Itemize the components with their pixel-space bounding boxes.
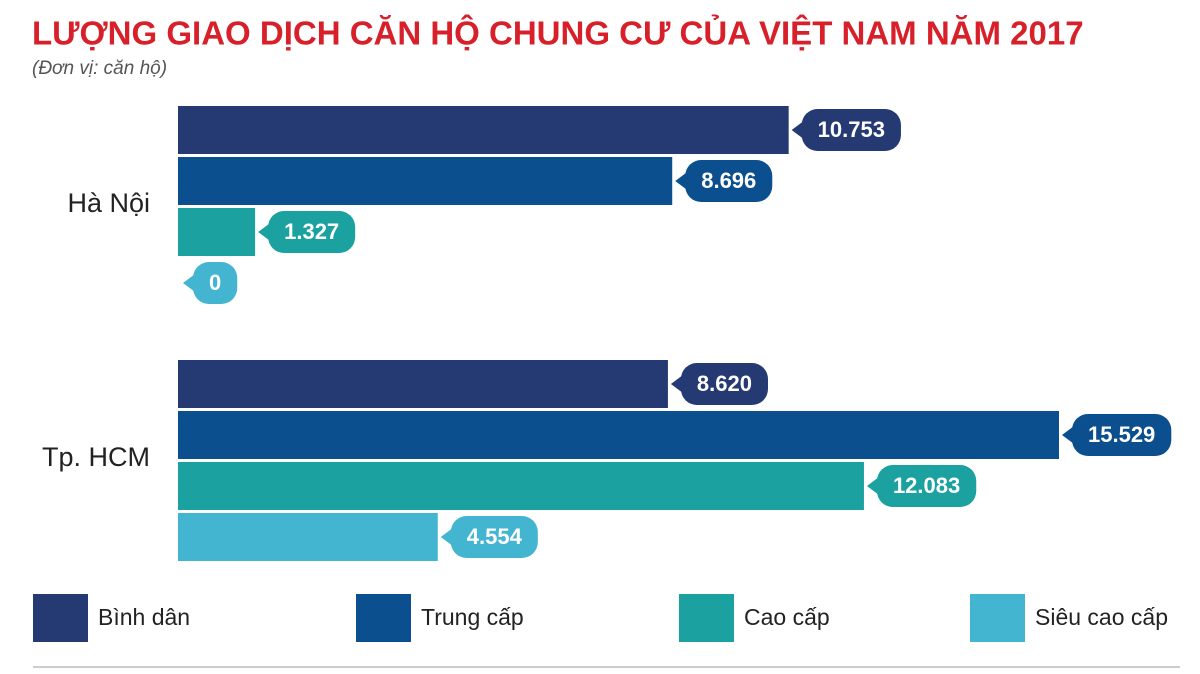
bar [178,462,864,510]
chart-title: LƯỢNG GIAO DỊCH CĂN HỘ CHUNG CƯ CỦA VIỆT… [32,14,1084,52]
value-label: 15.529 [1088,422,1155,447]
value-bubble [1072,414,1172,456]
bubble-pointer [675,172,688,190]
bubble-pointer [866,477,879,495]
bubble-pointer [440,528,453,546]
legend-label: Siêu cao cấp [1035,604,1168,630]
legend-label: Trung cấp [421,604,524,630]
value-label: 1.327 [284,219,339,244]
value-bubble [450,516,538,558]
legend-swatch [679,594,734,642]
value-label: 4.554 [467,524,523,549]
bar [178,360,668,408]
value-label: 8.620 [697,371,752,396]
value-label: 8.696 [701,168,756,193]
value-bubble [876,465,977,507]
legend-label: Bình dân [98,604,190,630]
bubble-pointer [183,274,195,292]
value-label: 12.083 [893,473,960,498]
value-bubble [685,160,773,202]
legend-swatch [33,594,88,642]
legend-swatch [356,594,411,642]
bar [178,157,673,205]
bar [178,513,438,561]
chart-subtitle: (Đơn vị: căn hộ) [32,58,167,79]
value-label: 0 [209,270,221,295]
bubble-pointer [1062,426,1074,444]
value-label: 10.753 [818,117,885,142]
value-bubble [268,211,356,253]
bar [178,208,256,256]
value-bubble [680,363,768,405]
value-bubble [193,262,238,304]
legend-label: Cao cấp [744,604,830,630]
bubble-pointer [670,375,683,393]
bar [178,106,789,154]
value-bubble [801,109,901,151]
bubble-pointer [258,223,271,241]
category-label: Hà Nội [67,188,150,218]
bar [178,411,1059,459]
legend-swatch [970,594,1025,642]
bubble-pointer [791,121,804,139]
category-label: Tp. HCM [42,442,150,472]
